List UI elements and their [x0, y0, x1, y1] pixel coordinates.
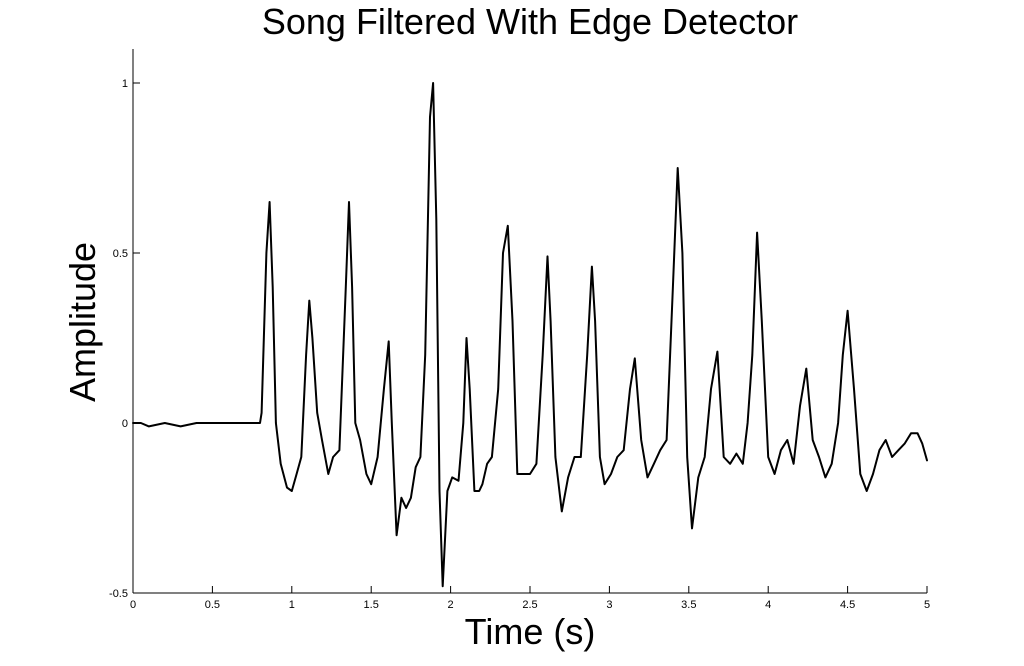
ticks: 0 0.5 1 1.5 2 2.5 3 3.5 4 4.5 5-0.500.51	[109, 78, 930, 611]
y-axis-label: Amplitude	[62, 242, 103, 402]
x-tick-label: 5	[924, 599, 930, 611]
y-tick-label: 0.5	[113, 248, 128, 260]
x-tick-label: 4	[765, 599, 771, 611]
y-tick-label: -0.5	[109, 588, 128, 600]
x-tick-label: 3.5	[681, 599, 696, 611]
x-tick-label: 3	[606, 599, 612, 611]
x-tick-label: 4.5	[840, 599, 855, 611]
x-tick-label: 2.5	[522, 599, 537, 611]
plot-area	[132, 82, 928, 588]
x-tick-label: 0	[130, 599, 136, 611]
axes	[132, 49, 927, 594]
x-axis-label: Time (s)	[465, 611, 596, 652]
series-line-0	[132, 82, 928, 588]
x-tick-label: 1.5	[364, 599, 379, 611]
y-tick-label: 1	[122, 78, 128, 90]
x-tick-label: 1	[289, 599, 295, 611]
y-tick-label: 0	[122, 418, 128, 430]
chart-title: Song Filtered With Edge Detector	[262, 1, 798, 42]
x-tick-label: 0.5	[205, 599, 220, 611]
x-tick-label: 2	[448, 599, 454, 611]
